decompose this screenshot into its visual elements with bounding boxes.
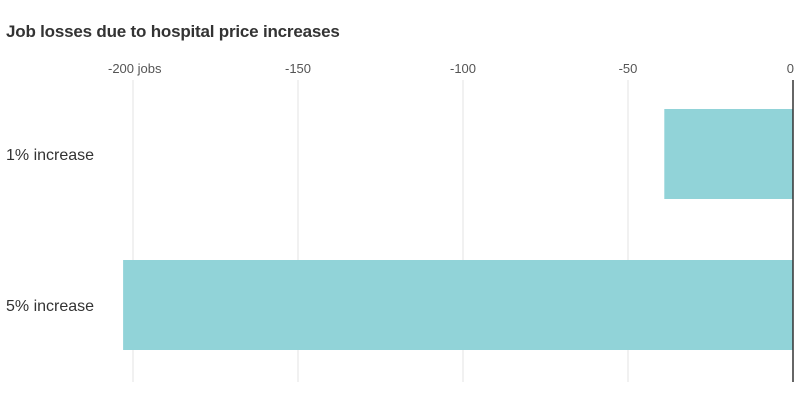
bar xyxy=(664,109,793,199)
category-label: 5% increase xyxy=(6,298,94,315)
x-tick-label: -200 jobs xyxy=(108,61,162,76)
x-tick-label: 0 xyxy=(787,61,794,76)
chart-title: Job losses due to hospital price increas… xyxy=(6,22,340,41)
x-tick-label: -150 xyxy=(285,61,311,76)
category-labels: 1% increase 5% increase xyxy=(6,147,94,315)
x-tick-labels: -200 jobs -150 -100 -50 0 xyxy=(108,61,794,76)
x-tick-label: -50 xyxy=(619,61,638,76)
x-tick-label: -100 xyxy=(450,61,476,76)
bars xyxy=(123,109,794,350)
category-label: 1% increase xyxy=(6,147,94,164)
bar xyxy=(123,260,794,350)
